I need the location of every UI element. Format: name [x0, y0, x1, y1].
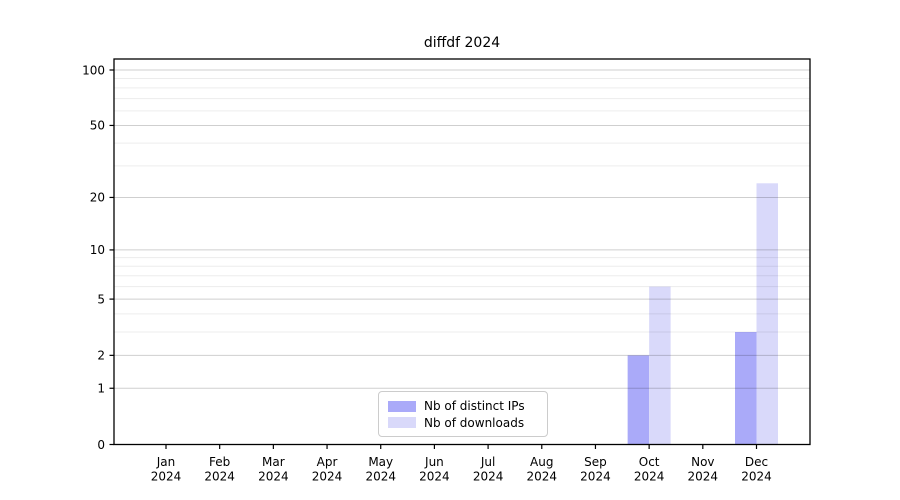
x-tick-label: Jun 2024 — [419, 455, 450, 484]
bar-downloads-dec — [756, 183, 778, 445]
chart-title: diffdf 2024 — [423, 35, 501, 51]
legend-swatch-downloads — [388, 417, 416, 429]
bar-distinct-ips-oct — [627, 355, 650, 445]
y-tick-label: 50 — [90, 119, 105, 133]
legend-swatch-distinct-ips — [388, 400, 416, 412]
legend-item-downloads: Nb of downloads — [388, 415, 538, 432]
legend: Nb of distinct IPs Nb of downloads — [378, 391, 548, 437]
bar-distinct-ips-dec — [735, 332, 757, 445]
y-tick-label: 5 — [97, 292, 105, 306]
legend-label-downloads: Nb of downloads — [424, 415, 525, 430]
legend-label-distinct-ips: Nb of distinct IPs — [424, 399, 525, 414]
x-tick-label: Nov 2024 — [688, 455, 719, 484]
y-tick-label: 10 — [90, 243, 105, 257]
x-tick-label: Mar 2024 — [258, 455, 289, 484]
y-tick-label: 1 — [97, 382, 105, 396]
y-tick-label: 0 — [97, 438, 105, 452]
x-tick-label: Feb 2024 — [204, 455, 235, 484]
y-tick-label: 100 — [82, 63, 105, 77]
x-tick-label: Jan 2024 — [151, 455, 182, 484]
legend-item-distinct-ips: Nb of distinct IPs — [388, 398, 538, 415]
plot-border — [113, 58, 811, 446]
y-tick-label: 20 — [90, 191, 105, 205]
x-tick-label: Oct 2024 — [634, 455, 665, 484]
x-tick-label: Aug 2024 — [526, 455, 557, 484]
x-tick-label: Jul 2024 — [473, 455, 504, 484]
x-tick-label: Apr 2024 — [312, 455, 343, 484]
bar-downloads-oct — [649, 286, 671, 445]
y-tick-label: 2 — [97, 349, 105, 363]
x-tick-label: May 2024 — [365, 455, 396, 484]
x-tick-label: Dec 2024 — [741, 455, 772, 484]
x-tick-label: Sep 2024 — [580, 455, 611, 484]
